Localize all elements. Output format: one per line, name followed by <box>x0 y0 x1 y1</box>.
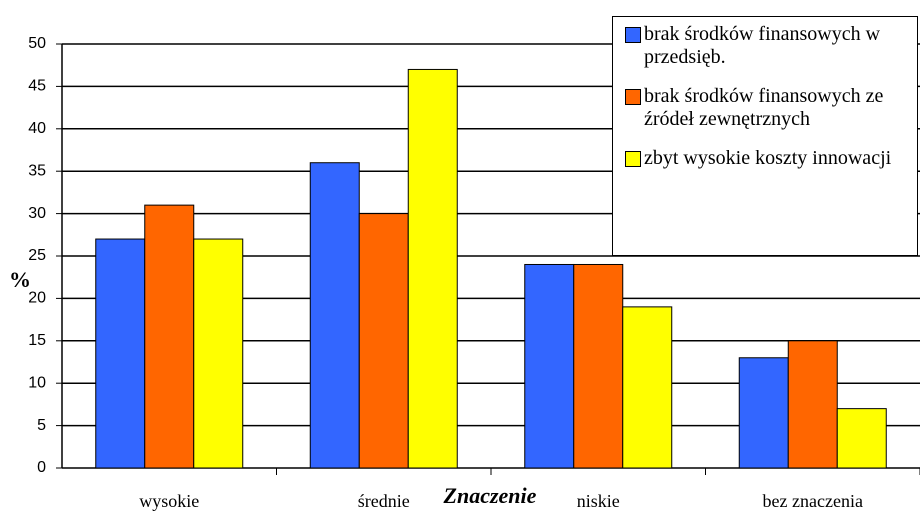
x-tick-label: średnie <box>358 491 410 511</box>
y-axis-label: % <box>9 267 31 292</box>
legend-swatch <box>625 151 641 167</box>
y-tick-label: 35 <box>28 162 46 179</box>
x-tick-label: niskie <box>577 491 620 511</box>
bar <box>309 162 360 469</box>
bar <box>358 213 409 469</box>
y-tick-label: 15 <box>28 332 46 349</box>
legend-label: brak środków finansowych w przedsięb. <box>644 23 881 68</box>
legend-swatch <box>625 27 641 43</box>
bar <box>407 68 458 469</box>
legend-item: zbyt wysokie koszty innowacji <box>625 147 913 170</box>
legend-label: zbyt wysokie koszty innowacji <box>644 147 892 169</box>
x-tick-label: bez znaczenia <box>763 491 863 511</box>
y-tick-label: 30 <box>28 205 46 222</box>
y-tick-label: 50 <box>28 35 46 52</box>
bar <box>193 238 244 469</box>
legend-swatch <box>625 89 641 105</box>
bar <box>836 408 887 469</box>
x-axis-label: Znaczenie <box>443 483 537 508</box>
y-tick-label: 20 <box>28 290 46 307</box>
legend: brak środków finansowych w przedsięb. bra… <box>612 16 918 256</box>
legend-item: brak środków finansowych w przedsięb. <box>625 23 913 69</box>
y-tick-label: 5 <box>37 417 46 434</box>
y-tick-label: 25 <box>28 247 46 264</box>
bar <box>787 340 838 469</box>
y-tick-label: 10 <box>28 374 46 391</box>
bar <box>95 238 146 469</box>
bar <box>622 306 673 469</box>
y-tick-label: 0 <box>37 459 46 476</box>
legend-item: brak środków finansowych ze źródeł zewnę… <box>625 85 913 131</box>
legend-label: brak środków finansowych ze źródeł zewnę… <box>644 85 884 130</box>
bar <box>524 263 575 469</box>
y-tick-label: 45 <box>28 78 46 95</box>
bar <box>738 357 789 469</box>
bar <box>573 263 624 469</box>
y-tick-label: 40 <box>28 120 46 137</box>
bar <box>144 204 195 469</box>
x-tick-label: wysokie <box>139 491 199 511</box>
